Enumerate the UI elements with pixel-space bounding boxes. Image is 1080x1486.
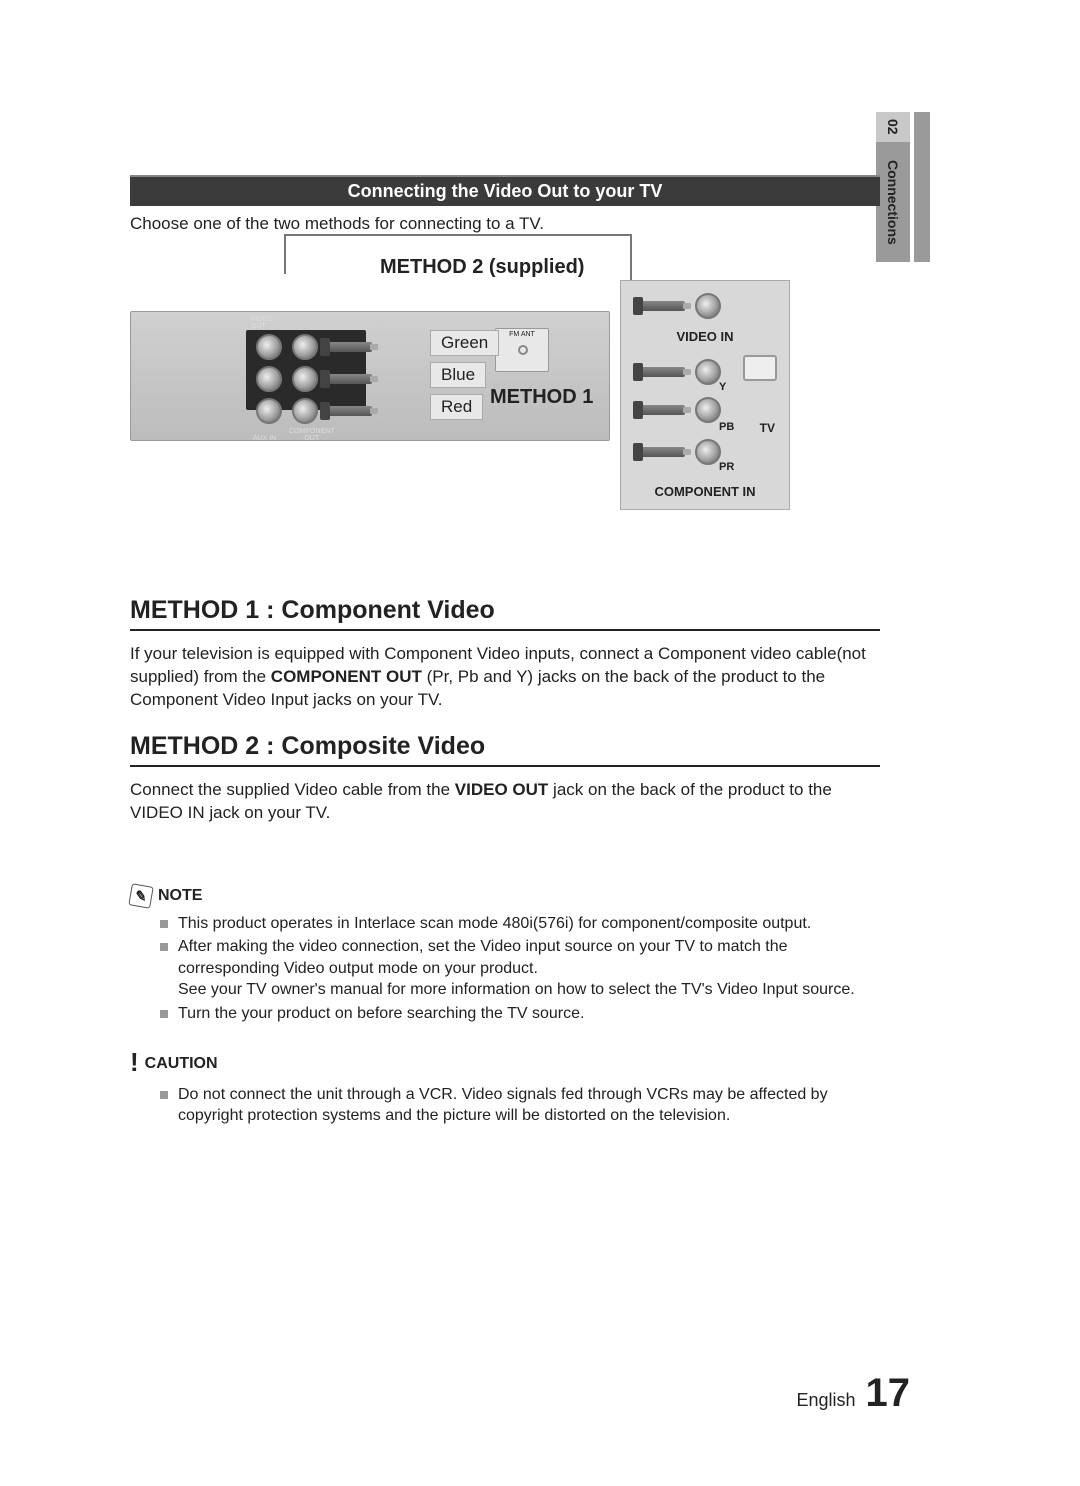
- page-number: 17: [866, 1371, 911, 1416]
- cable-plug-icon: [641, 447, 685, 457]
- green-label: Green: [430, 330, 499, 356]
- jack-icon: [695, 359, 721, 385]
- cable-plug-icon: [328, 406, 372, 416]
- cable-plug-icon: [328, 342, 372, 352]
- jack-icon: [292, 398, 318, 424]
- antenna-jack-icon: [518, 345, 528, 355]
- pr-label: PR: [719, 461, 734, 473]
- note-item: Turn the your product on before searchin…: [160, 1003, 880, 1025]
- caution-icon: !: [130, 1047, 139, 1077]
- port-row: [256, 366, 372, 392]
- aux-in-label: AUX IN: [253, 435, 276, 442]
- method2-supplied-label: METHOD 2 (supplied): [380, 256, 584, 279]
- method1-text: If your television is equipped with Comp…: [130, 643, 880, 712]
- note-item: This product operates in Interlace scan …: [160, 913, 880, 935]
- method2-bold: VIDEO OUT: [455, 780, 549, 799]
- side-stripe: [914, 112, 930, 262]
- method1-label: METHOD 1: [490, 386, 593, 409]
- video-out-label: VIDEO OUT: [251, 316, 273, 330]
- jack-icon: [695, 397, 721, 423]
- content-area: Connecting the Video Out to your TV Choo…: [130, 175, 880, 1129]
- jack-icon: [256, 334, 282, 360]
- cable-plug-icon: [641, 301, 685, 311]
- note-block: ✎ NOTE This product operates in Interlac…: [130, 885, 880, 1127]
- tv-icon: [743, 355, 777, 381]
- cable-line: [284, 234, 286, 274]
- tv-pb-row: [641, 397, 721, 423]
- jack-icon: [256, 366, 282, 392]
- method1-heading: METHOD 1 : Component Video: [130, 596, 880, 631]
- note-heading: ✎ NOTE: [130, 885, 880, 907]
- note-label: NOTE: [158, 887, 202, 905]
- jack-icon: [695, 293, 721, 319]
- cable-line: [284, 234, 632, 236]
- port-row: [256, 334, 372, 360]
- jack-icon: [256, 398, 282, 424]
- component-out-label: COMPONENT OUT: [289, 428, 335, 442]
- caution-label: CAUTION: [145, 1055, 218, 1072]
- red-label: Red: [430, 394, 483, 420]
- section-title: Connecting the Video Out to your TV: [130, 175, 880, 206]
- component-in-label: COMPONENT IN: [621, 484, 789, 499]
- note-icon: ✎: [128, 883, 153, 908]
- tv-label: TV: [760, 421, 775, 435]
- port-row: [256, 398, 372, 424]
- jack-icon: [695, 439, 721, 465]
- tv-input-panel: VIDEO IN Y PB PR TV COMPONENT: [620, 280, 790, 510]
- chapter-name-box: Connections: [876, 142, 910, 262]
- page-footer: English 17: [796, 1371, 910, 1416]
- method2-text: Connect the supplied Video cable from th…: [130, 779, 880, 825]
- note-item: After making the video connection, set t…: [160, 936, 880, 1001]
- method2-text-part1: Connect the supplied Video cable from th…: [130, 780, 455, 799]
- chapter-number-box: 02: [876, 112, 910, 142]
- y-label: Y: [719, 381, 726, 393]
- chapter-name: Connections: [885, 160, 901, 245]
- method2-heading: METHOD 2 : Composite Video: [130, 732, 880, 767]
- cable-plug-icon: [641, 405, 685, 415]
- footer-language: English: [796, 1390, 855, 1411]
- connection-diagram: METHOD 2 (supplied) VIDEO OUT: [130, 256, 790, 516]
- side-chapter-tab: 02 Connections: [876, 112, 910, 362]
- jack-icon: [292, 334, 318, 360]
- intro-text: Choose one of the two methods for connec…: [130, 214, 880, 234]
- video-in-label: VIDEO IN: [621, 329, 789, 344]
- cable-line: [630, 234, 632, 280]
- cable-plug-icon: [328, 374, 372, 384]
- blue-label: Blue: [430, 362, 486, 388]
- note-list: This product operates in Interlace scan …: [130, 913, 880, 1025]
- jack-icon: [292, 366, 318, 392]
- fm-ant-label: FM ANT: [496, 331, 548, 338]
- fm-antenna-box: FM ANT: [495, 328, 549, 372]
- caution-item: Do not connect the unit through a VCR. V…: [160, 1084, 880, 1127]
- page: 02 Connections Connecting the Video Out …: [0, 0, 1080, 1486]
- tv-video-in-row: [641, 293, 721, 319]
- pb-label: PB: [719, 421, 734, 433]
- tv-y-row: [641, 359, 721, 385]
- caution-heading: ! CAUTION: [130, 1047, 880, 1078]
- chapter-number: 02: [885, 119, 901, 135]
- tv-pr-row: [641, 439, 721, 465]
- cable-plug-icon: [641, 367, 685, 377]
- method1-bold: COMPONENT OUT: [271, 667, 422, 686]
- caution-list: Do not connect the unit through a VCR. V…: [130, 1084, 880, 1127]
